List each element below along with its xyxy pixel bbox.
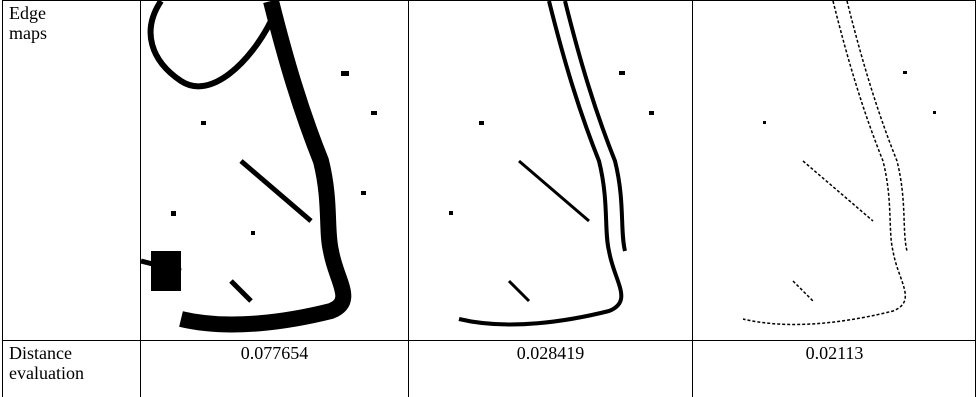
row-label: Edge maps	[2, 0, 140, 340]
distance-value: 0.077654	[140, 340, 408, 397]
row-label: Distance evaluation	[2, 340, 140, 397]
image-cell	[408, 0, 692, 340]
edge-map-image	[449, 1, 654, 327]
distance-value: 0.028419	[408, 340, 692, 397]
image-cell	[140, 0, 408, 340]
label-line: Edge	[9, 3, 46, 23]
edge-map-image	[141, 1, 377, 333]
image-cell	[692, 0, 976, 340]
label-line: maps	[9, 23, 47, 43]
label-line: Distance	[9, 343, 72, 363]
label-line: evaluation	[9, 363, 84, 383]
edge-map-image	[742, 1, 936, 326]
distance-value: 0.02113	[692, 340, 976, 397]
